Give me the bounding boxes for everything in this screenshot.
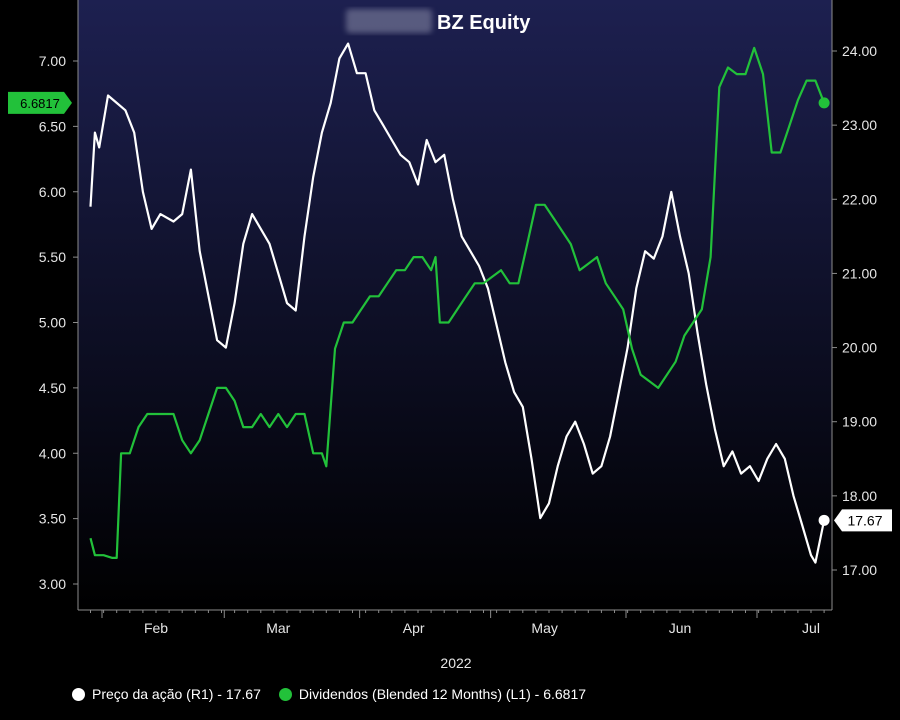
x-axis-tick-label: Apr: [403, 620, 425, 636]
axes: 3.00 3.50 4.00 4.50 5.00 5.50 6.00 6.50 7.00 17.0…: [39, 0, 877, 636]
legend: Preço da ação (R1) - 17.67 Dividendos (B…: [72, 686, 586, 702]
left-axis-tick-label: 6.50: [39, 118, 66, 134]
series-line-dividend: [89, 46, 826, 559]
right-axis-tick-label: 22.00: [842, 191, 877, 207]
legend-item-dividend: Dividendos (Blended 12 Months) (L1) - 6.…: [278, 686, 587, 702]
last-value-tag-dividend: [8, 91, 72, 114]
legend-label-price: Preço da ação (R1) - 17.67: [92, 686, 261, 702]
right-axis-tick-label: 21.00: [842, 265, 877, 281]
title-redaction: [346, 9, 432, 33]
x-axis-label: 2022: [440, 655, 471, 671]
legend-item-price: Preço da ação (R1) - 17.67: [72, 686, 261, 702]
left-axis-tick-label: 6.00: [39, 184, 66, 200]
x-axis-tick-label: May: [531, 620, 557, 636]
right-axis-tick-label: 18.00: [842, 488, 877, 504]
left-axis-tick-label: 3.50: [39, 511, 66, 527]
chart-title: BZ Equity: [437, 12, 531, 34]
left-axis-tick-label: 5.00: [39, 315, 66, 331]
series-endpoint-dividend: [818, 97, 830, 109]
right-axis-tick-label: 23.00: [842, 117, 877, 133]
right-axis-tick-label: 19.00: [842, 414, 877, 430]
left-axis-tick-label: 5.50: [39, 249, 66, 265]
left-axis-tick-label: 4.50: [39, 380, 66, 396]
right-axis-tick-label: 20.00: [842, 340, 877, 356]
last-value-tag-price: [834, 509, 892, 532]
legend-marker-price: [72, 687, 85, 701]
right-axis-tick-label: 24.00: [842, 43, 877, 59]
left-axis-tick-label: 7.00: [39, 53, 66, 69]
left-axis-tick-label: 3.00: [39, 576, 66, 592]
series-layer: 17.67 6.6817: [8, 42, 892, 564]
right-axis-tick-label: 17.00: [842, 562, 877, 578]
last-value-label-dividend: 6.6817: [20, 96, 60, 111]
legend-marker-dividend: [278, 687, 292, 701]
series-line-price: [89, 42, 826, 564]
left-axis-tick-label: 4.00: [39, 445, 66, 461]
title-layer: BZ Equity: [346, 9, 531, 34]
last-value-label-price: 17.67: [847, 512, 882, 528]
x-axis-tick-label: Jul: [802, 620, 820, 636]
legend-label-dividend: Dividendos (Blended 12 Months) (L1) - 6.…: [298, 686, 587, 702]
plot-area: [78, 0, 832, 610]
x-axis-tick-label: Feb: [144, 620, 168, 636]
series-endpoint-price: [818, 514, 830, 526]
x-axis-tick-label: Mar: [266, 620, 290, 636]
x-axis-tick-label: Jun: [669, 620, 692, 636]
